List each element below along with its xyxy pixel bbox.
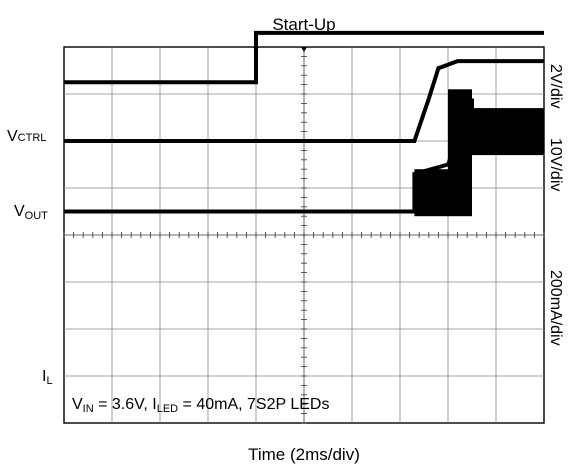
- vctrl-trace: [64, 30, 544, 85]
- vout-trace: [64, 59, 544, 143]
- il-label: IL: [42, 368, 53, 387]
- x-axis-label: Time (2ms/div): [248, 445, 360, 464]
- chart-title: Start-Up: [272, 15, 335, 34]
- scale-label-vctrl: 2V/div: [547, 64, 564, 108]
- scale-label-il: 200mA/div: [547, 270, 564, 346]
- test-condition-annotation: VIN = 3.6V, ILED = 40mA, 7S2P LEDs: [72, 396, 329, 415]
- il-trace: [64, 98, 544, 214]
- il-ripple-band-0: [414, 169, 448, 217]
- scope-traces: [64, 30, 544, 217]
- vout-label: VOUT: [14, 203, 48, 222]
- scale-label-vout: 10V/div: [547, 138, 564, 191]
- vctrl-label: VCTRL: [7, 128, 46, 145]
- trigger-marker-center: [301, 47, 307, 52]
